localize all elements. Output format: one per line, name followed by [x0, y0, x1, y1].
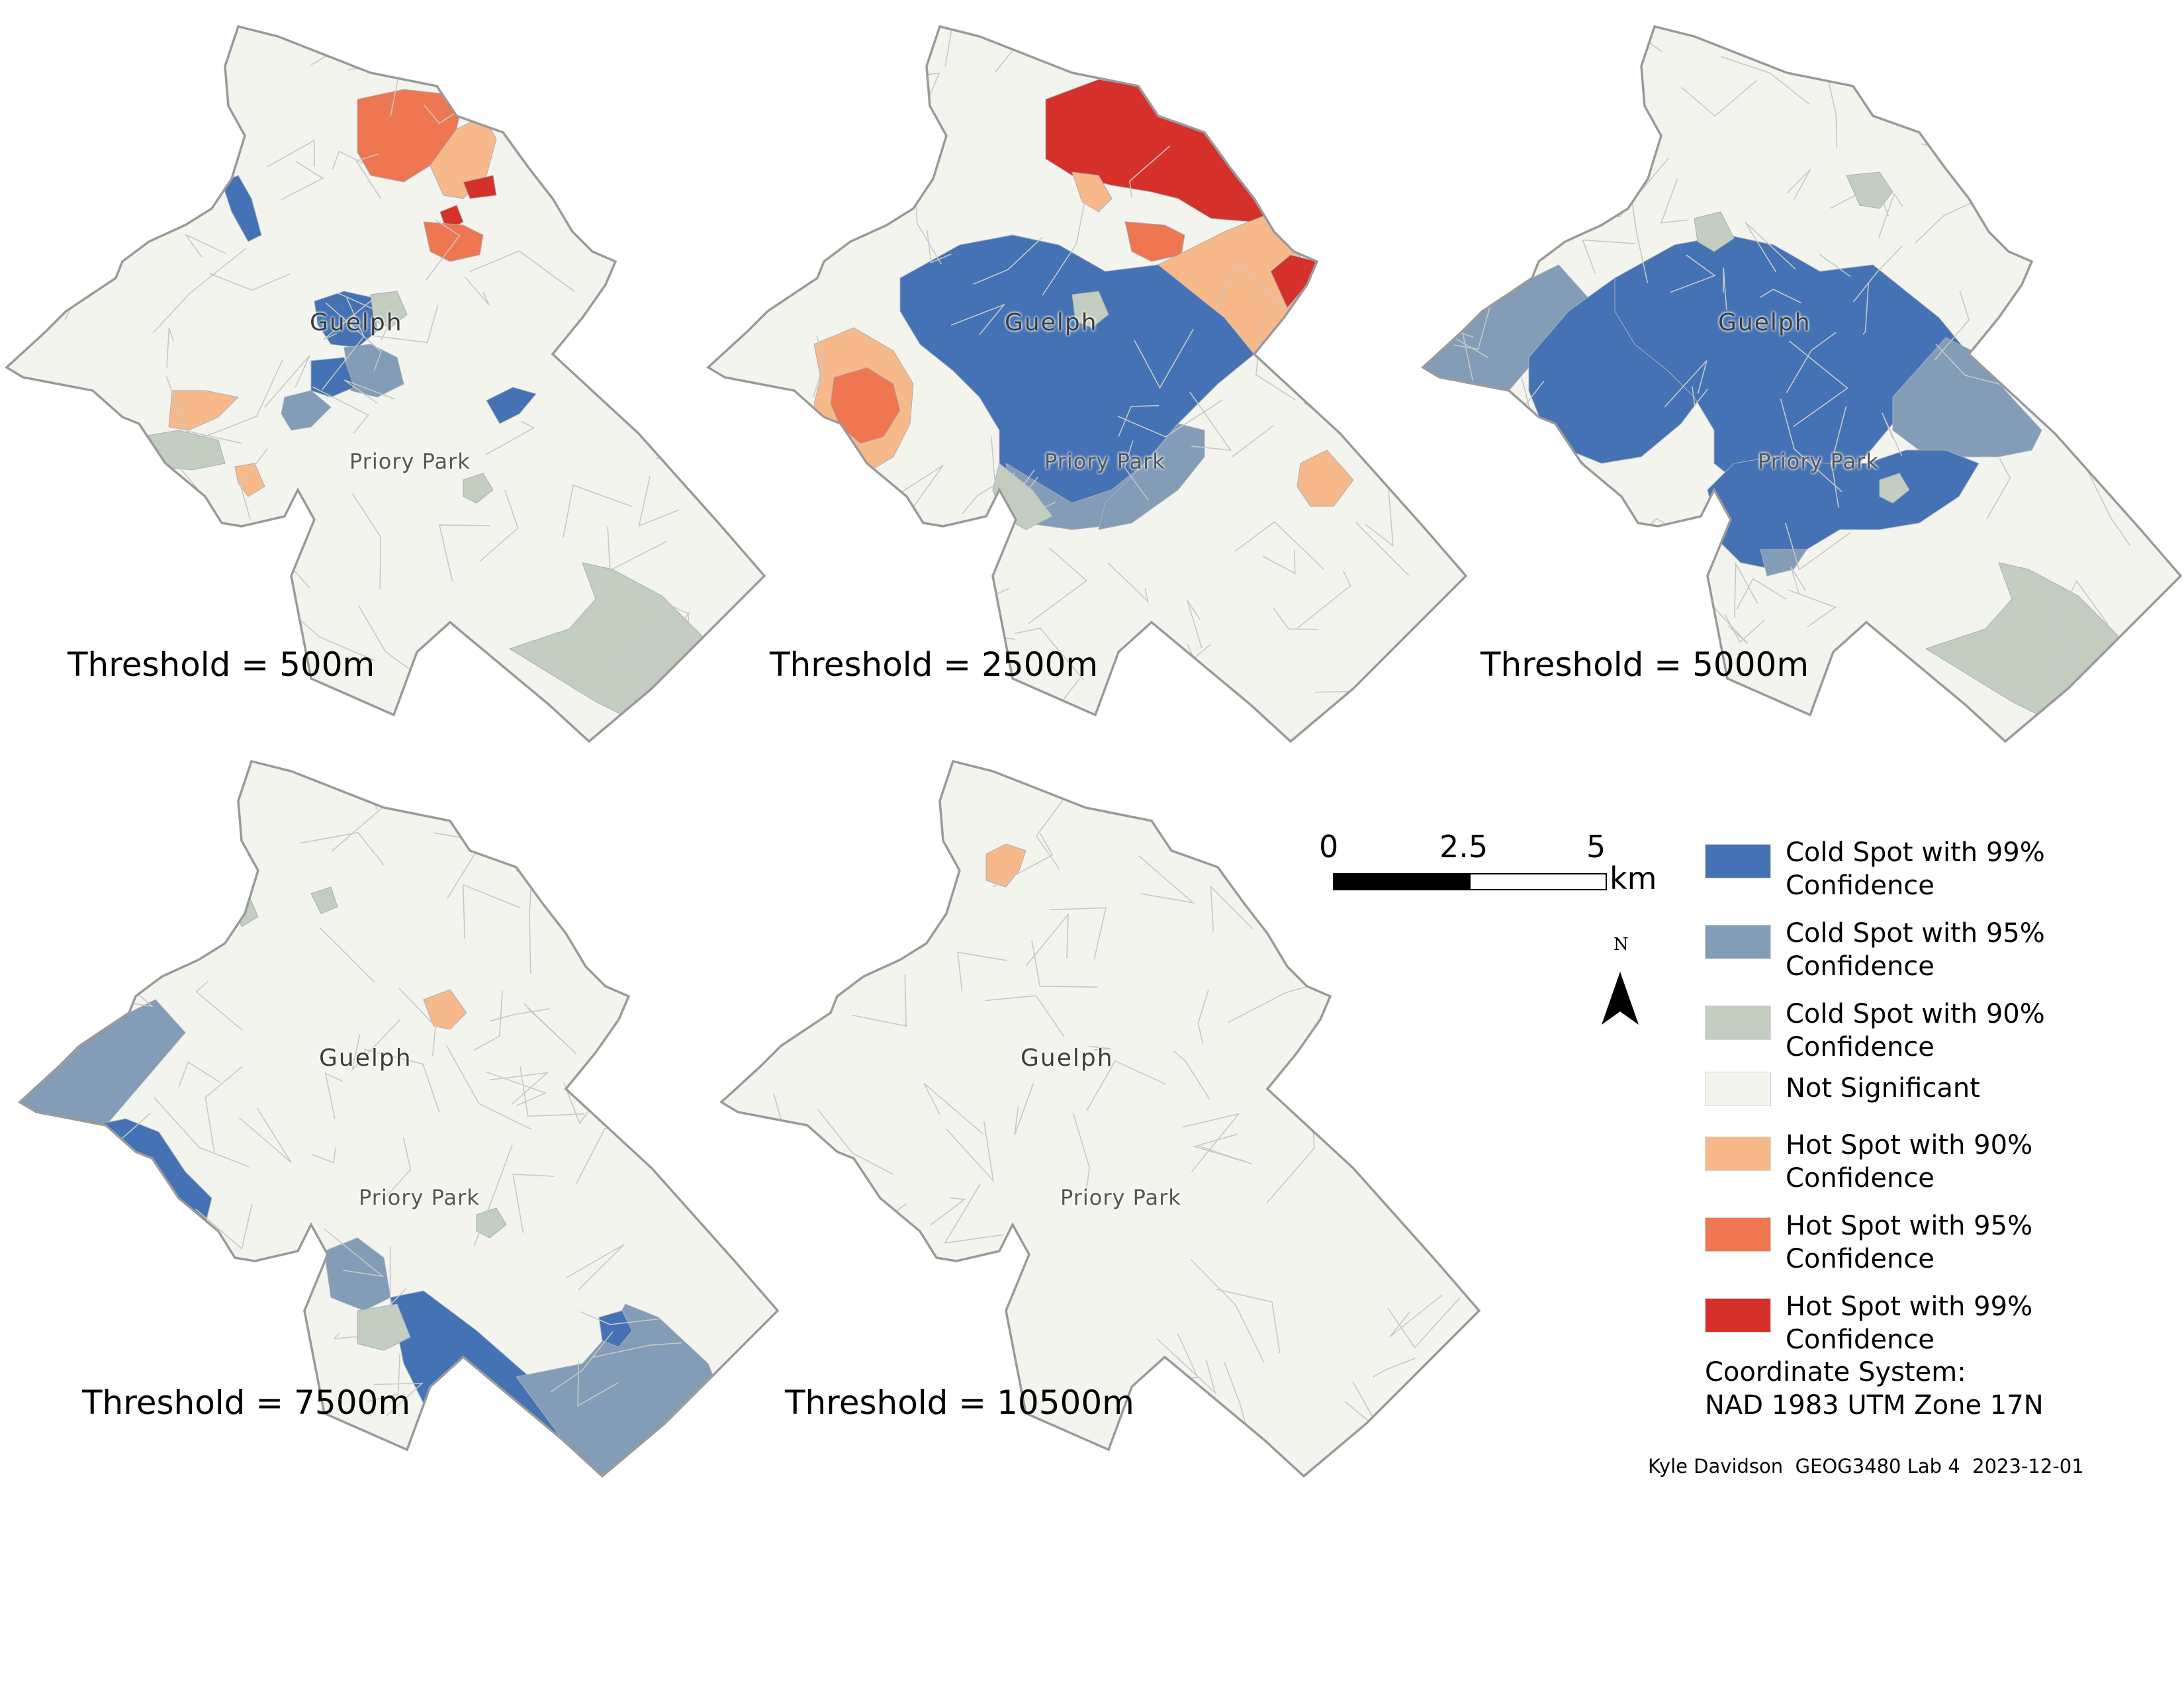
park-label-panel-2: Priory Park — [1044, 449, 1165, 474]
credit-line: Kyle Davidson GEOG3480 Lab 4 2023-12-01 — [1648, 1455, 2084, 1477]
scale-bar-white-segment — [1469, 873, 1607, 890]
park-label-panel-3: Priory Park — [1758, 449, 1879, 474]
legend-label-hot99: Hot Spot with 99% Confidence — [1786, 1291, 2033, 1355]
city-label-panel-4: Guelph — [319, 1045, 412, 1072]
scale-tick-0: 0 — [1319, 829, 1339, 865]
credit-author: Kyle Davidson — [1648, 1455, 1784, 1477]
coordinate-system-heading: Coordinate System: — [1705, 1357, 1966, 1387]
park-label-panel-5: Priory Park — [1060, 1185, 1181, 1210]
legend-label-cold95: Cold Spot with 95% Confidence — [1786, 918, 2045, 982]
threshold-label-10500: Threshold = 10500m — [785, 1383, 1134, 1422]
scale-tick-2-5: 2.5 — [1439, 829, 1488, 865]
city-label-panel-3: Guelph — [1718, 309, 1811, 336]
legend-swatch-cold90 — [1705, 1006, 1771, 1040]
city-label-panel-2: Guelph — [1005, 309, 1098, 336]
credit-date: 2023-12-01 — [1972, 1455, 2084, 1477]
threshold-label-2500: Threshold = 2500m — [770, 645, 1099, 684]
threshold-label-500: Threshold = 500m — [68, 645, 375, 684]
north-arrow-icon — [1602, 972, 1639, 1025]
coordinate-system: Coordinate System: NAD 1983 UTM Zone 17N — [1705, 1356, 2044, 1422]
park-label-panel-1: Priory Park — [349, 449, 471, 474]
legend-swatch-hot99 — [1705, 1298, 1771, 1333]
scale-bar — [1333, 873, 1607, 890]
credit-course: GEOG3480 Lab 4 — [1795, 1455, 1960, 1477]
park-label-panel-4: Priory Park — [359, 1185, 480, 1210]
city-base-area — [721, 761, 1479, 1476]
legend-swatch-cold99 — [1705, 844, 1771, 878]
legend-swatch-not-significant — [1705, 1072, 1771, 1106]
threshold-label-7500: Threshold = 7500m — [82, 1383, 411, 1422]
legend-swatch-hot95 — [1705, 1217, 1771, 1252]
scale-unit: km — [1610, 861, 1657, 896]
legend-label-hot95: Hot Spot with 95% Confidence — [1786, 1211, 2033, 1274]
legend-label-cold99: Cold Spot with 99% Confidence — [1786, 837, 2045, 901]
legend-label-cold90: Cold Spot with 90% Confidence — [1786, 999, 2045, 1062]
city-label-panel-5: Guelph — [1021, 1045, 1114, 1072]
legend-label-hot90: Hot Spot with 90% Confidence — [1786, 1130, 2033, 1194]
coordinate-system-value: NAD 1983 UTM Zone 17N — [1705, 1390, 2044, 1421]
threshold-label-5000: Threshold = 5000m — [1480, 645, 1809, 684]
scale-bar-black-segment — [1333, 873, 1471, 890]
map-panel-1 — [5, 25, 766, 743]
map-panel-4 — [19, 760, 779, 1477]
scale-tick-5: 5 — [1586, 829, 1606, 865]
legend-swatch-hot90 — [1705, 1137, 1771, 1171]
legend-label-not-significant: Not Significant — [1786, 1073, 1980, 1103]
north-letter: N — [1614, 935, 1629, 955]
legend-swatch-cold95 — [1705, 925, 1771, 959]
city-label-panel-1: Guelph — [310, 309, 403, 336]
